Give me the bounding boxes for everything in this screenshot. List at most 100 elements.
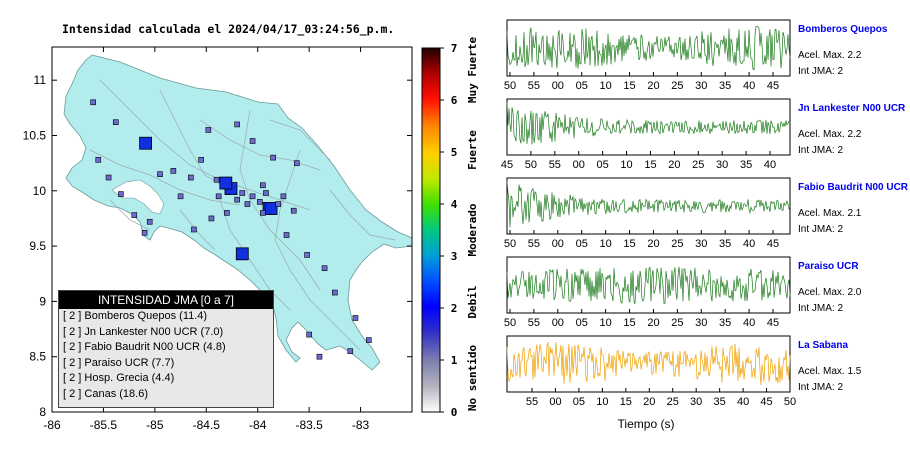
station-marker-small — [191, 226, 197, 233]
station-accel: Acel. Max. 2.1 — [798, 208, 862, 219]
time-tick-label: 25 — [671, 80, 683, 92]
road-line — [269, 119, 331, 161]
station-marker-small — [208, 215, 215, 222]
station-marker-small — [321, 265, 328, 272]
road-line — [179, 209, 216, 251]
time-tick-label: 50 — [504, 238, 516, 250]
road-line — [159, 89, 231, 191]
colorbar-tick-label: 5 — [451, 146, 458, 159]
station-marker-small — [270, 154, 276, 161]
time-tick-label: 20 — [668, 159, 680, 171]
map-x-tick-label: -85 — [146, 418, 164, 432]
time-tick-label: 50 — [504, 317, 516, 329]
colorbar-category-label: No sentido — [466, 345, 479, 412]
station-marker-small — [90, 99, 96, 106]
map-x-tick-label: -83.5 — [295, 418, 323, 432]
time-tick-label: 15 — [623, 80, 635, 92]
road-line — [219, 199, 291, 311]
station-marker-small — [306, 331, 312, 338]
station-name: Bomberos Quepos — [798, 24, 888, 35]
time-tick-label: 05 — [573, 396, 585, 408]
time-tick-label: 35 — [719, 238, 731, 250]
map-x-tick-label: -84.5 — [193, 418, 221, 432]
time-tick-label: 00 — [552, 317, 564, 329]
waveform-panel: 50 55 00 05 10 15 20 25 30 35 40 45 Bomberos Quepos A… — [504, 19, 888, 92]
road-network — [89, 79, 396, 351]
station-marker-small — [224, 210, 230, 216]
station-marker-small — [105, 174, 112, 181]
station-marker-small — [275, 201, 282, 207]
time-tick-label: 25 — [692, 159, 704, 171]
time-tick-label: 20 — [647, 80, 659, 92]
map-y-tick-label: 9.5 — [29, 239, 46, 253]
colorbar-ticks: 0 1 2 3 4 5 6 7 — [440, 42, 458, 419]
station-name: Fabio Baudrit N00 UCR — [798, 182, 909, 193]
time-tick-label: 55 — [528, 80, 540, 92]
station-marker-small — [205, 127, 212, 133]
time-tick-label: 50 — [784, 396, 796, 408]
costa-rica-landmass — [63, 54, 413, 371]
station-jma: Int JMA: 2 — [798, 145, 843, 156]
time-tick-label: 20 — [643, 396, 655, 408]
time-tick-label: 10 — [600, 80, 612, 92]
colorbar-category-label: Muy Fuerte — [466, 37, 479, 104]
station-marker-small — [293, 160, 300, 166]
time-tick-label: 30 — [695, 238, 707, 250]
station-name: Jn Lankester N00 UCR — [798, 103, 906, 114]
station-marker-small — [213, 176, 220, 183]
time-tick-label: 30 — [695, 317, 707, 329]
legend-row: [ 2 ] Canas (18.6) — [63, 387, 148, 400]
legend-row: [ 2 ] Jn Lankester N00 UCR (7.0) — [63, 325, 224, 338]
station-marker-small — [249, 138, 256, 144]
road-line — [109, 199, 151, 231]
map-x-tick-label: -84 — [249, 418, 267, 432]
station-marker-small — [244, 201, 251, 207]
station-marker-small — [131, 212, 138, 218]
station-marker-small — [316, 353, 323, 360]
map-x-tick-label: -85.5 — [90, 418, 118, 432]
time-tick-label: 55 — [528, 238, 540, 250]
waveform-panel: 55 00 05 10 15 20 25 30 35 40 45 50 La Sabana Acel. M… — [506, 335, 862, 408]
road-line — [329, 189, 396, 241]
time-tick-label: 05 — [576, 317, 588, 329]
road-line — [99, 79, 311, 211]
map-y-tick-label: 10 — [33, 184, 47, 198]
time-tick-label: 45 — [501, 159, 513, 171]
station-marker — [139, 136, 153, 150]
road-line — [89, 149, 241, 206]
waveform-trace — [506, 266, 791, 304]
map-x-tick-label: -86 — [43, 418, 61, 432]
time-tick-label: 30 — [690, 396, 702, 408]
station-marker-small — [118, 191, 124, 197]
time-tick-label: 45 — [767, 317, 779, 329]
map-frame — [51, 46, 413, 413]
station-marker-small — [260, 210, 266, 216]
time-tick-label: 00 — [573, 159, 585, 171]
station-marker — [235, 247, 249, 261]
time-tick-label: 30 — [716, 159, 728, 171]
map-y-tick-label: 11 — [34, 73, 47, 87]
time-tick-label: 40 — [764, 159, 776, 171]
waveform-frame — [506, 19, 791, 77]
time-tick-label: 25 — [671, 238, 683, 250]
station-jma: Int JMA: 2 — [798, 382, 843, 393]
station-marker-small — [198, 157, 204, 163]
road-line — [274, 149, 361, 351]
time-tick-label: 20 — [647, 238, 659, 250]
colorbar-category-label: Fuerte — [466, 130, 479, 170]
time-tick-label: 15 — [623, 317, 635, 329]
colorbar-category-labels: No sentido Debil Moderado Fuerte Muy Fuerte — [466, 37, 479, 412]
time-tick-label: 55 — [526, 396, 538, 408]
time-tick-label: 45 — [760, 396, 772, 408]
waveform-frame — [506, 98, 791, 156]
time-tick-label: 50 — [525, 159, 537, 171]
station-marker-small — [157, 171, 163, 177]
time-tick-label: 00 — [552, 238, 564, 250]
time-tick-label: 55 — [549, 159, 561, 171]
map-y-tick-label: 10.5 — [23, 128, 47, 142]
station-marker-small — [260, 182, 266, 189]
legend-row: [ 2 ] Hosp. Grecia (4.4) — [63, 372, 175, 384]
station-marker-small — [352, 315, 359, 321]
station-marker-small — [249, 193, 256, 200]
station-name: La Sabana — [798, 340, 848, 351]
